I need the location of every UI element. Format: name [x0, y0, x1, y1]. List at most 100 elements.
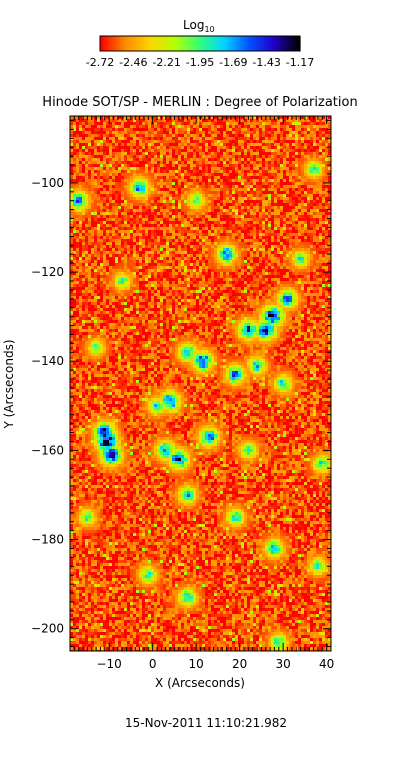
heatmap-cell — [256, 212, 260, 216]
heatmap-cell — [304, 245, 308, 249]
heatmap-cell — [163, 116, 167, 120]
heatmap-cell — [160, 134, 164, 138]
heatmap-cell — [139, 119, 143, 123]
colorbar-swatch — [282, 36, 285, 51]
heatmap-cell — [298, 227, 302, 231]
heatmap-cell — [94, 167, 98, 171]
heatmap-cell — [82, 272, 86, 276]
heatmap-cell — [274, 227, 278, 231]
heatmap-cell — [283, 206, 287, 210]
heatmap-cell — [223, 164, 227, 168]
heatmap-cell — [187, 194, 191, 198]
heatmap-cell — [115, 269, 119, 273]
heatmap-cell — [190, 149, 194, 153]
heatmap-cell — [292, 131, 296, 135]
heatmap-cell — [172, 152, 176, 156]
heatmap-cell — [139, 245, 143, 249]
heatmap-cell — [127, 134, 131, 138]
heatmap-cell — [271, 128, 275, 132]
heatmap-cell — [283, 218, 287, 222]
heatmap-cell — [70, 158, 74, 162]
heatmap-cell — [196, 215, 200, 219]
heatmap-cell — [184, 155, 188, 159]
heatmap-cell — [85, 116, 89, 120]
heatmap-cell — [208, 125, 212, 129]
heatmap-cell — [220, 149, 224, 153]
heatmap-cell — [106, 260, 110, 264]
heatmap-cell — [100, 245, 104, 249]
heatmap-cell — [325, 197, 329, 201]
heatmap-cell — [295, 278, 299, 282]
heatmap-cell — [85, 272, 89, 276]
heatmap-cell — [301, 197, 305, 201]
heatmap-cell — [325, 164, 329, 168]
heatmap-cell — [226, 152, 230, 156]
heatmap-cell — [151, 179, 155, 183]
heatmap-cell — [163, 155, 167, 159]
heatmap-cell — [187, 122, 191, 126]
heatmap-cell — [319, 137, 323, 141]
heatmap-cell — [148, 191, 152, 195]
heatmap-cell — [283, 119, 287, 123]
heatmap-cell — [301, 260, 305, 264]
heatmap-cell — [118, 164, 122, 168]
heatmap-cell — [139, 116, 143, 120]
heatmap-cell — [109, 233, 113, 237]
heatmap-cell — [289, 185, 293, 189]
heatmap-cell — [109, 179, 113, 183]
heatmap-cell — [133, 122, 137, 126]
heatmap-cell — [268, 248, 272, 252]
heatmap-cell — [139, 158, 143, 162]
heatmap-cell — [175, 209, 179, 213]
heatmap-cell — [295, 257, 299, 261]
heatmap-cell — [256, 122, 260, 126]
heatmap-cell — [82, 158, 86, 162]
heatmap-cell — [277, 146, 281, 150]
heatmap-cell — [127, 170, 131, 174]
heatmap-cell — [319, 200, 323, 204]
heatmap-cell — [271, 245, 275, 249]
heatmap-cell — [109, 188, 113, 192]
heatmap-cell — [211, 125, 215, 129]
heatmap-cell — [268, 236, 272, 240]
heatmap-cell — [244, 197, 248, 201]
heatmap-cell — [310, 206, 314, 210]
heatmap-cell — [229, 269, 233, 273]
heatmap-cell — [136, 281, 140, 285]
heatmap-cell — [256, 275, 260, 279]
colorbar-swatch — [176, 36, 179, 51]
heatmap-cell — [211, 149, 215, 153]
heatmap-cell — [70, 143, 74, 147]
heatmap-cell — [277, 278, 281, 282]
heatmap-cell — [256, 149, 260, 153]
heatmap-cell — [211, 263, 215, 267]
heatmap-cell — [94, 161, 98, 165]
heatmap-cell — [112, 269, 116, 273]
heatmap-cell — [142, 215, 146, 219]
heatmap-cell — [142, 122, 146, 126]
heatmap-cell — [154, 143, 158, 147]
heatmap-cell — [79, 278, 83, 282]
heatmap-cell — [76, 116, 80, 120]
heatmap-cell — [82, 143, 86, 147]
heatmap-cell — [328, 218, 331, 222]
heatmap-cell — [214, 116, 218, 120]
heatmap-cell — [70, 272, 74, 276]
heatmap-cell — [187, 281, 191, 285]
heatmap-cell — [172, 254, 176, 258]
heatmap-cell — [211, 197, 215, 201]
heatmap-cell — [322, 143, 326, 147]
heatmap-cell — [214, 125, 218, 129]
heatmap-cell — [187, 158, 191, 162]
heatmap-cell — [310, 134, 314, 138]
heatmap-cell — [274, 221, 278, 225]
heatmap-cell — [115, 185, 119, 189]
heatmap-cell — [283, 146, 287, 150]
heatmap-cell — [112, 158, 116, 162]
heatmap-cell — [184, 119, 188, 123]
heatmap-cell — [151, 164, 155, 168]
heatmap-cell — [226, 224, 230, 228]
heatmap-cell — [289, 137, 293, 141]
heatmap-cell — [268, 260, 272, 264]
heatmap-cell — [121, 170, 125, 174]
